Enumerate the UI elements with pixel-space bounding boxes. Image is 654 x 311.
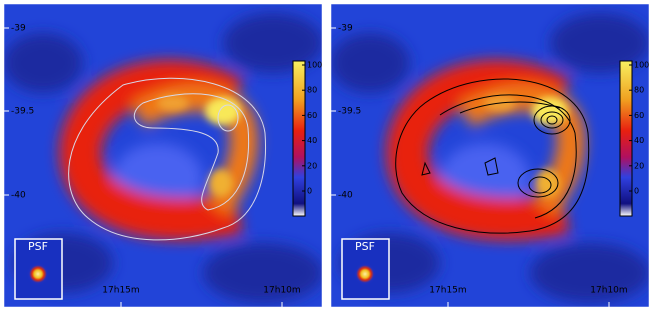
colorbar-label: 0: [634, 187, 639, 196]
contour: [217, 104, 239, 132]
colorbar-label: 40: [634, 136, 644, 145]
colorbar-label: 80: [307, 86, 317, 95]
psf-spot: [27, 263, 49, 285]
colorbar-label: 100: [307, 61, 322, 70]
psf-label: PSF: [355, 240, 375, 253]
contour: [68, 77, 266, 241]
psf-spot: [354, 263, 376, 285]
colorbar-label: 40: [307, 136, 317, 145]
ra-label: 17h10m: [590, 286, 627, 296]
contour: [133, 93, 250, 211]
psf-label: PSF: [28, 240, 48, 253]
ra-label: 17h15m: [102, 286, 139, 296]
dec-label: -40: [11, 191, 26, 201]
colorbar-label: 20: [307, 161, 317, 170]
colorbar-label: 0: [307, 187, 312, 196]
panel-border: [329, 2, 651, 309]
contours: [395, 78, 590, 234]
colorbar-label: 60: [307, 111, 317, 120]
panel-left: -39 -39.5 -40 17h15m 17h10m 100 80 60 40 20 0 PSF: [3, 3, 323, 308]
ra-label: 17h15m: [429, 286, 466, 296]
colorbar: [292, 60, 306, 217]
dec-label: -39.5: [11, 107, 34, 117]
colorbar-label: 60: [634, 111, 644, 120]
panel-right: -39 -39.5 -40 17h15m 17h10m 100 80 60 40 20 0 PSF: [330, 3, 650, 308]
ra-label: 17h10m: [263, 286, 300, 296]
colorbar-label: 80: [634, 86, 644, 95]
dec-label: -39.5: [338, 107, 361, 117]
colorbar-label: 20: [634, 161, 644, 170]
panel-border: [2, 2, 324, 309]
dec-label: -39: [338, 24, 353, 34]
colorbar-label: 100: [634, 61, 649, 70]
dec-label: -40: [338, 191, 353, 201]
dec-label: -39: [11, 24, 26, 34]
colorbar: [619, 60, 633, 217]
